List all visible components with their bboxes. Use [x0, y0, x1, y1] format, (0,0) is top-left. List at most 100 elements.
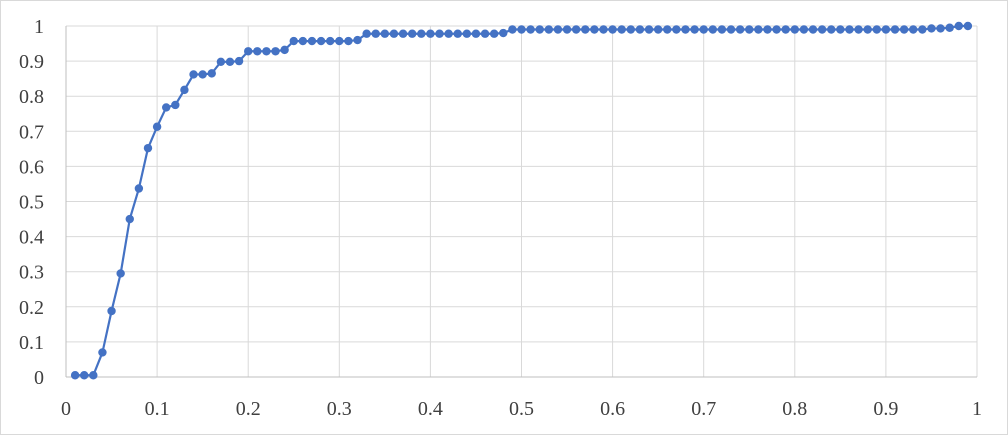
data-point — [325, 36, 335, 46]
data-point — [845, 25, 854, 34]
data-point — [389, 29, 399, 38]
y-tick-label: 0.4 — [19, 227, 44, 249]
data-point — [89, 371, 98, 380]
data-point — [909, 25, 918, 34]
data-point — [298, 36, 308, 46]
data-point — [489, 29, 499, 38]
data-point — [417, 29, 426, 38]
data-point — [690, 25, 699, 34]
x-tick-label: 0 — [61, 398, 71, 420]
y-tick-label: 0.3 — [19, 262, 44, 284]
y-tick-labels: 0 0.1 0.2 0.3 0.4 0.5 0.6 0.7 0.8 0.9 1 — [19, 16, 44, 389]
data-point — [963, 21, 973, 31]
x-tick-label: 1 — [972, 398, 982, 420]
data-point — [171, 100, 180, 110]
y-tick-label: 1 — [34, 16, 44, 38]
x-tick-label: 0.3 — [327, 398, 352, 420]
data-point — [444, 29, 453, 38]
data-point — [262, 47, 271, 56]
data-point — [216, 57, 226, 66]
y-tick-label: 0.1 — [19, 332, 44, 354]
data-point — [790, 25, 799, 34]
x-tick-label: 0.2 — [236, 398, 261, 420]
x-tick-label: 0.5 — [509, 398, 534, 420]
data-point — [799, 25, 809, 34]
data-point — [152, 122, 162, 131]
data-point — [681, 25, 690, 34]
data-point — [808, 25, 818, 34]
data-point — [143, 143, 153, 153]
data-point — [253, 47, 262, 56]
data-point — [772, 25, 781, 34]
data-point — [289, 36, 298, 46]
data-point — [663, 25, 672, 34]
data-point — [544, 25, 554, 34]
data-point — [945, 23, 954, 32]
data-point — [426, 29, 435, 38]
x-tick-label: 0.8 — [782, 398, 807, 420]
data-point — [553, 25, 563, 34]
data-point — [116, 269, 125, 278]
data-point — [362, 29, 371, 38]
data-point — [526, 25, 535, 34]
data-point — [763, 25, 772, 34]
data-point — [189, 70, 198, 79]
data-point — [881, 25, 891, 34]
data-point — [499, 28, 508, 38]
data-point — [717, 25, 727, 34]
data-point — [462, 29, 472, 38]
data-point — [234, 56, 244, 66]
data-point — [936, 24, 945, 33]
data-point — [98, 348, 107, 357]
data-point — [435, 29, 444, 38]
data-point — [836, 25, 845, 34]
data-point — [644, 25, 654, 34]
data-point — [827, 25, 836, 34]
data-point — [535, 25, 544, 34]
data-point — [134, 184, 144, 193]
x-tick-label: 0.1 — [145, 398, 170, 420]
data-point — [344, 36, 353, 46]
y-tick-label: 0.5 — [19, 192, 44, 214]
data-point — [244, 47, 253, 56]
data-point — [863, 25, 872, 34]
data-point — [899, 25, 909, 34]
data-point — [307, 36, 317, 46]
data-point — [398, 29, 408, 38]
data-point — [918, 25, 927, 34]
data-point — [781, 25, 790, 34]
data-point — [817, 25, 827, 34]
data-point — [207, 69, 216, 78]
data-point — [581, 25, 590, 34]
y-tick-label: 0.9 — [19, 51, 44, 73]
data-point — [353, 35, 362, 45]
data-point — [380, 29, 390, 38]
data-point — [571, 25, 581, 34]
axes — [65, 26, 977, 378]
x-tick-label: 0.4 — [418, 398, 443, 420]
data-point — [672, 25, 681, 34]
data-point — [599, 25, 608, 34]
data-point — [225, 57, 235, 66]
x-tick-label: 0.9 — [873, 398, 898, 420]
data-point — [371, 29, 380, 38]
y-tick-label: 0.6 — [19, 156, 44, 178]
x-tick-label: 0.6 — [600, 398, 625, 420]
data-point — [198, 70, 207, 79]
data-point — [626, 25, 636, 34]
y-tick-label: 0.7 — [19, 121, 44, 143]
data-point — [280, 45, 289, 55]
data-point — [590, 25, 599, 34]
data-point — [407, 29, 417, 38]
data-point — [562, 25, 572, 34]
data-point — [890, 25, 900, 34]
data-point — [107, 306, 116, 316]
gridlines — [66, 25, 978, 377]
x-tick-labels: 0 0.1 0.2 0.3 0.4 0.5 0.6 0.7 0.8 0.9 1 — [61, 398, 982, 420]
data-point — [726, 25, 736, 34]
y-tick-label: 0.8 — [19, 86, 44, 108]
data-point — [608, 25, 617, 34]
data-point — [80, 371, 89, 380]
data-point — [617, 25, 626, 34]
